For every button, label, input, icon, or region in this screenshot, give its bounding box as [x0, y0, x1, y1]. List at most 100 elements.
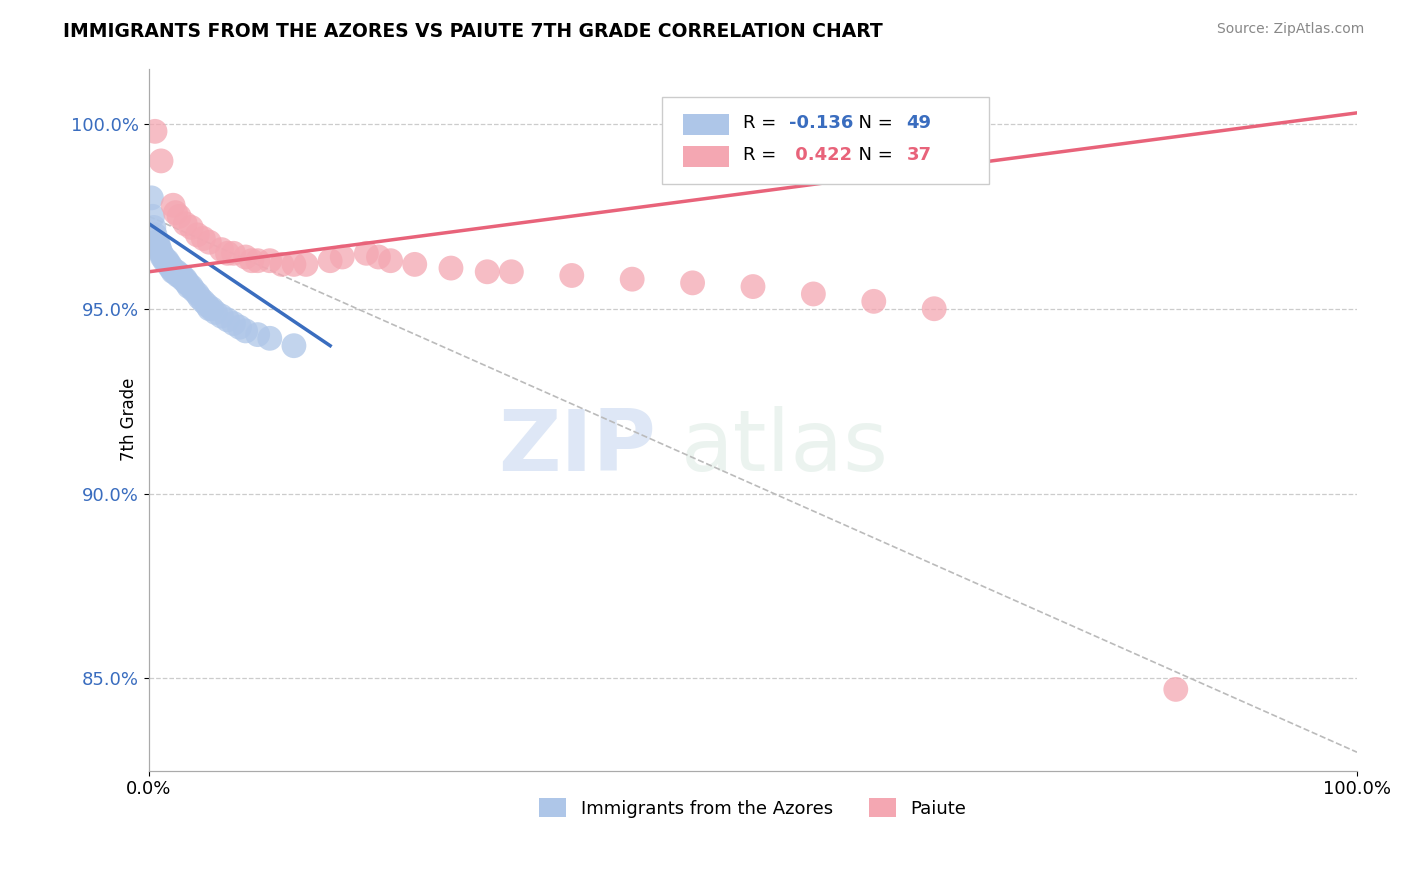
Point	[141, 191, 163, 205]
Point	[176, 276, 198, 290]
Point	[198, 301, 221, 316]
Point	[201, 301, 224, 316]
Point	[621, 272, 644, 286]
Point	[165, 205, 187, 219]
Point	[367, 250, 389, 264]
Point	[162, 265, 184, 279]
Point	[440, 261, 463, 276]
Point	[180, 220, 202, 235]
Point	[259, 331, 281, 345]
Point	[186, 287, 208, 301]
Point	[217, 246, 239, 260]
FancyBboxPatch shape	[683, 145, 728, 167]
Point	[150, 250, 173, 264]
Point	[204, 305, 226, 319]
Point	[157, 257, 180, 271]
Text: N =: N =	[848, 146, 898, 164]
Point	[283, 339, 305, 353]
Point	[165, 265, 187, 279]
Point	[209, 243, 232, 257]
Point	[222, 246, 245, 260]
Point	[159, 261, 181, 276]
Point	[146, 235, 169, 250]
Point	[145, 235, 167, 250]
Point	[149, 243, 172, 257]
Point	[186, 227, 208, 242]
Text: R =: R =	[744, 146, 782, 164]
Point	[561, 268, 583, 283]
Point	[183, 283, 205, 297]
Text: Source: ZipAtlas.com: Source: ZipAtlas.com	[1216, 22, 1364, 37]
Text: 49: 49	[907, 114, 931, 132]
Point	[922, 301, 945, 316]
Text: IMMIGRANTS FROM THE AZORES VS PAIUTE 7TH GRADE CORRELATION CHART: IMMIGRANTS FROM THE AZORES VS PAIUTE 7TH…	[63, 22, 883, 41]
Point	[167, 268, 190, 283]
Point	[156, 253, 179, 268]
Point	[176, 276, 198, 290]
Point	[150, 153, 173, 168]
Point	[153, 253, 176, 268]
Point	[142, 210, 165, 224]
Point	[169, 268, 191, 283]
Point	[682, 276, 704, 290]
Point	[246, 327, 269, 342]
Point	[198, 235, 221, 250]
Point	[143, 124, 166, 138]
Point	[380, 253, 402, 268]
Point	[148, 239, 170, 253]
Point	[217, 313, 239, 327]
Text: 0.422: 0.422	[789, 146, 852, 164]
Point	[477, 265, 499, 279]
Point	[240, 253, 263, 268]
Point	[159, 257, 181, 271]
Point	[160, 261, 183, 276]
Text: R =: R =	[744, 114, 782, 132]
Point	[163, 265, 186, 279]
Point	[246, 253, 269, 268]
Point	[174, 272, 197, 286]
Point	[170, 268, 193, 283]
Point	[167, 210, 190, 224]
Point	[319, 253, 342, 268]
Text: ZIP: ZIP	[499, 406, 657, 489]
Point	[193, 231, 215, 245]
FancyBboxPatch shape	[683, 114, 728, 136]
Point	[228, 320, 250, 334]
Point	[356, 246, 378, 260]
Point	[193, 294, 215, 309]
Point	[152, 250, 174, 264]
Point	[742, 279, 765, 293]
Point	[195, 298, 218, 312]
Point	[501, 265, 523, 279]
Point	[270, 257, 292, 271]
Point	[283, 257, 305, 271]
Text: 37: 37	[907, 146, 931, 164]
Point	[235, 250, 257, 264]
Point	[330, 250, 353, 264]
Point	[188, 291, 211, 305]
Point	[209, 309, 232, 323]
FancyBboxPatch shape	[662, 96, 988, 185]
Point	[259, 253, 281, 268]
Point	[173, 272, 195, 286]
Legend: Immigrants from the Azores, Paiute: Immigrants from the Azores, Paiute	[533, 791, 974, 825]
Point	[155, 253, 177, 268]
Point	[174, 217, 197, 231]
Point	[862, 294, 884, 309]
Point	[222, 317, 245, 331]
Point	[172, 272, 194, 286]
Text: -0.136: -0.136	[789, 114, 853, 132]
Point	[162, 198, 184, 212]
Point	[180, 279, 202, 293]
Point	[235, 324, 257, 338]
Point	[166, 265, 188, 279]
Point	[803, 287, 825, 301]
Point	[143, 227, 166, 242]
Point	[295, 257, 318, 271]
Point	[150, 246, 173, 260]
Point	[177, 279, 200, 293]
Point	[142, 220, 165, 235]
Point	[1164, 682, 1187, 697]
Text: atlas: atlas	[681, 406, 889, 489]
Point	[167, 268, 190, 283]
